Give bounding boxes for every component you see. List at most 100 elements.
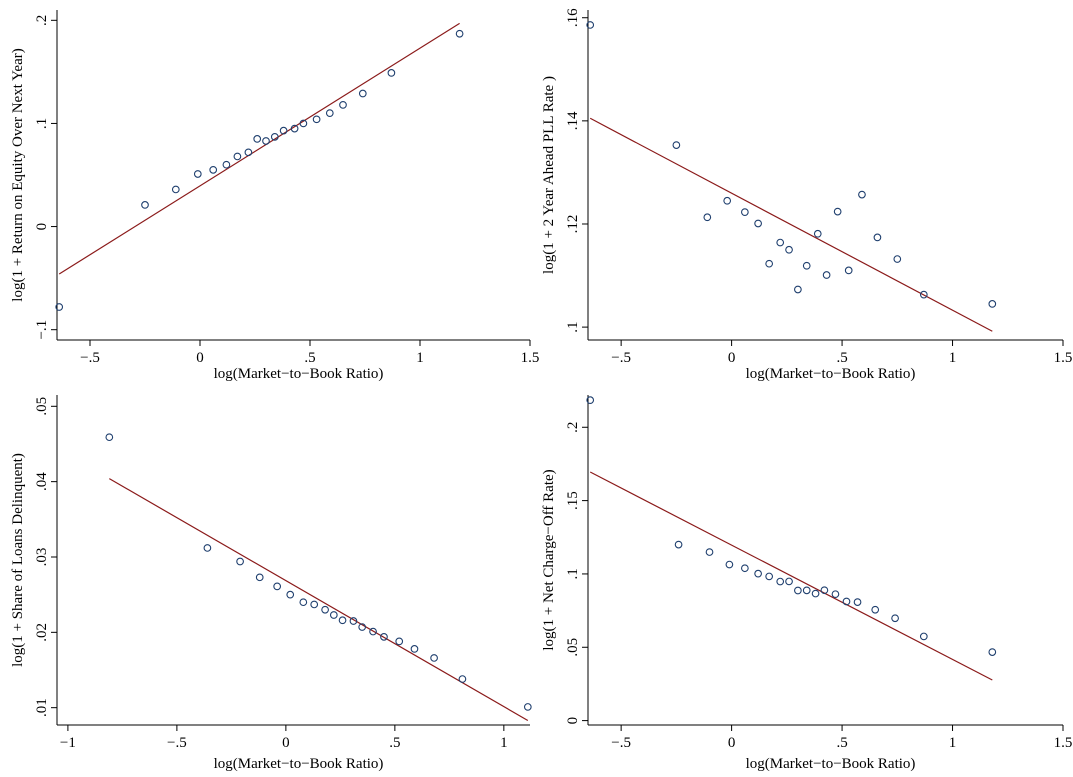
y-tick-label: .16 [565, 8, 581, 27]
scatter-point [919, 290, 928, 299]
x-tick-label: −.5 [80, 350, 100, 366]
scatter-point [380, 632, 388, 641]
scatter-point [820, 586, 829, 595]
y-tick-label: .05 [565, 638, 581, 657]
scatter-point [338, 616, 347, 625]
scatter-point [802, 261, 811, 270]
scatter-point [873, 233, 882, 242]
scatter-point [844, 266, 853, 275]
fitted-line [109, 478, 529, 721]
scatter-point [273, 582, 282, 591]
scatter-point [853, 598, 862, 606]
x-tick-label: 1.5 [1054, 735, 1073, 751]
scatter-point [339, 101, 347, 109]
y-axis-title: log(1 + Return on Equity Over Next Year) [10, 48, 26, 301]
scatter-point [858, 190, 866, 199]
scatter-point [236, 557, 244, 566]
y-tick-label: .2 [565, 422, 581, 433]
scatter-point [55, 303, 64, 311]
scatter-point [822, 271, 831, 279]
scatter-point [209, 165, 218, 174]
scatter-point [919, 632, 928, 641]
scatter-point [325, 109, 334, 117]
y-tick-label: .1 [34, 118, 50, 129]
y-tick-label: 0 [34, 223, 50, 231]
scatter-point [765, 259, 774, 268]
scatter-point [754, 569, 762, 578]
y-tick-label: .2 [34, 15, 50, 26]
scatter-point [358, 623, 367, 631]
scatter-point [794, 586, 802, 595]
y-tick-label: .03 [34, 548, 50, 567]
scatter-point [244, 148, 253, 157]
x-tick-label: 0 [728, 735, 736, 751]
x-tick-label: 1.5 [521, 350, 540, 366]
scatter-point [193, 170, 202, 178]
scatter-point [705, 548, 714, 556]
scatter-point [988, 648, 997, 656]
scatter-point [233, 152, 242, 161]
scatter-point [674, 540, 683, 549]
x-tick-label: .5 [836, 735, 847, 751]
scatter-point [785, 577, 793, 586]
scatter-point [741, 564, 749, 573]
scatter-point [811, 589, 820, 598]
scatter-point [723, 196, 732, 205]
scatter-point [290, 124, 299, 133]
y-tick-label: .04 [34, 472, 50, 491]
scatter-point [703, 213, 712, 222]
scatter-point [387, 69, 396, 77]
x-tick-label: .5 [389, 735, 400, 751]
y-tick-label: 0 [565, 717, 581, 725]
scatter-point [270, 132, 279, 141]
scatter-point [395, 637, 404, 646]
x-tick-label: 0 [196, 350, 204, 366]
fitted-line [58, 22, 460, 275]
x-tick-label: 1.5 [1054, 350, 1073, 366]
x-tick-label: 1 [416, 350, 424, 366]
scatter-point [776, 238, 785, 247]
scatter-point [831, 590, 840, 599]
scatter-point [455, 29, 464, 38]
scatter-point [785, 245, 793, 254]
y-tick-label: .14 [565, 111, 581, 130]
scatter-point [255, 573, 264, 582]
chart-delinquent-vs-mtb: −1 −.5 0 .5 1 .01 .02 .03 .04 .05 log(Market−to−Bo… [10, 395, 532, 772]
scatter-point [794, 285, 802, 294]
scatter-point [776, 577, 785, 586]
x-axis-title: log(Market−to−Book Ratio) [214, 756, 384, 772]
x-tick-label: 0 [282, 735, 290, 751]
x-tick-label: −1 [60, 735, 76, 751]
scatter-point [458, 675, 467, 683]
scatter-point [279, 126, 288, 135]
y-axis-title: log(1 + Net Charge−Off Rate) [541, 469, 557, 650]
x-axis-title: log(Market−to−Book Ratio) [746, 366, 916, 382]
y-tick-label: .12 [565, 215, 581, 234]
scatter-point [349, 617, 358, 625]
x-tick-label: −.5 [167, 735, 187, 751]
scatter-point [430, 654, 438, 662]
x-tick-label: .5 [304, 350, 315, 366]
y-tick-label: .01 [34, 698, 50, 717]
scatter-point [410, 645, 419, 653]
scatter-point [802, 586, 811, 595]
scatter-point [141, 201, 149, 209]
scatter-point [833, 207, 842, 216]
scatter-point [312, 115, 321, 124]
scatter-point [222, 160, 231, 169]
scatter-point [988, 300, 997, 308]
x-tick-label: −.5 [611, 350, 631, 366]
scatter-point [203, 544, 212, 552]
x-axis-title: log(Market−to−Book Ratio) [214, 366, 384, 382]
scatter-point [329, 611, 338, 619]
x-axis-title: log(Market−to−Book Ratio) [746, 756, 916, 772]
chart-chargeoff-vs-mtb: −.5 0 .5 1 1.5 0 .05 .1 .15 .2 log(Market−to−Book … [541, 395, 1072, 772]
x-tick-label: 1 [500, 735, 508, 751]
scatter-point [893, 255, 902, 263]
y-tick-label: .1 [565, 568, 581, 579]
scatter-point [813, 229, 822, 238]
y-tick-label: −.1 [34, 320, 50, 340]
x-tick-label: −.5 [611, 735, 631, 751]
scatter-point [310, 600, 319, 609]
